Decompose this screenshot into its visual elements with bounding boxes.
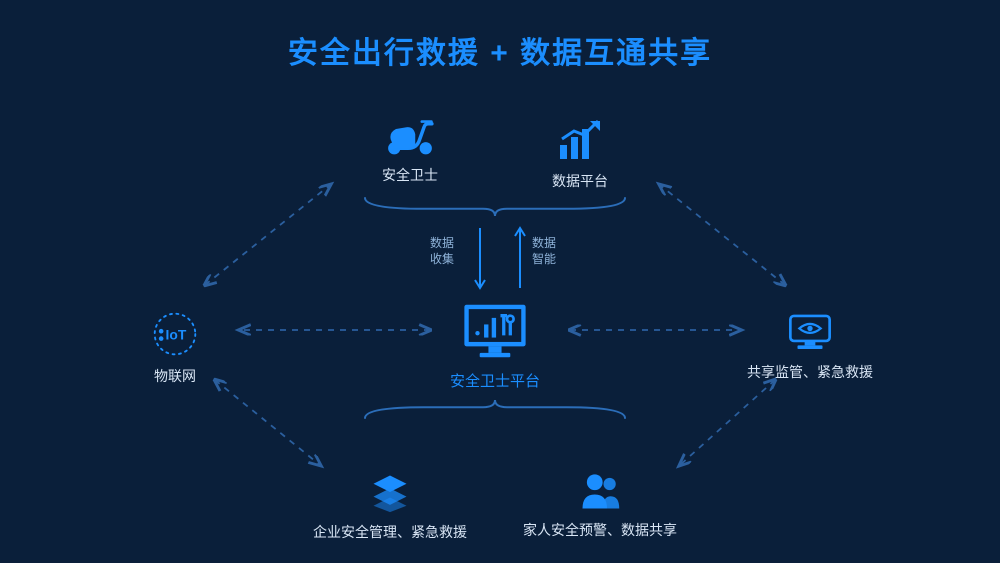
node-shared-monitoring: 共享监管、紧急救援 <box>747 310 873 382</box>
node-platform-center: 安全卫士平台 <box>450 300 540 391</box>
node-family-safety: 家人安全预警、数据共享 <box>523 470 677 540</box>
svg-text:IoT: IoT <box>166 327 187 343</box>
users-icon <box>577 470 623 512</box>
layers-icon <box>368 470 412 514</box>
scooter-icon <box>382 115 438 157</box>
iot-icon: IoT <box>151 310 199 358</box>
node-label: 物联网 <box>154 366 196 386</box>
monitor-dashboard-icon <box>460 300 530 362</box>
node-label: 家人安全预警、数据共享 <box>523 520 677 540</box>
eye-monitor-icon <box>785 310 835 354</box>
node-label: 安全卫士 <box>382 165 438 185</box>
flow-label-right: 数据 智能 <box>532 236 556 267</box>
flow-arrows <box>0 0 1000 563</box>
diagram-canvas: 安全出行救援 + 数据互通共享 数据 收集 数据 智能 <box>0 0 1000 563</box>
node-label: 共享监管、紧急救援 <box>747 362 873 382</box>
growth-chart-icon <box>556 115 604 163</box>
node-safety-guard: 安全卫士 <box>382 115 438 185</box>
node-enterprise-safety: 企业安全管理、紧急救援 <box>313 470 467 542</box>
node-label: 企业安全管理、紧急救援 <box>313 522 467 542</box>
node-iot: IoT 物联网 <box>151 310 199 386</box>
node-label: 安全卫士平台 <box>450 370 540 391</box>
node-label: 数据平台 <box>552 171 608 191</box>
node-data-platform: 数据平台 <box>552 115 608 191</box>
flow-label-left: 数据 收集 <box>430 236 454 267</box>
